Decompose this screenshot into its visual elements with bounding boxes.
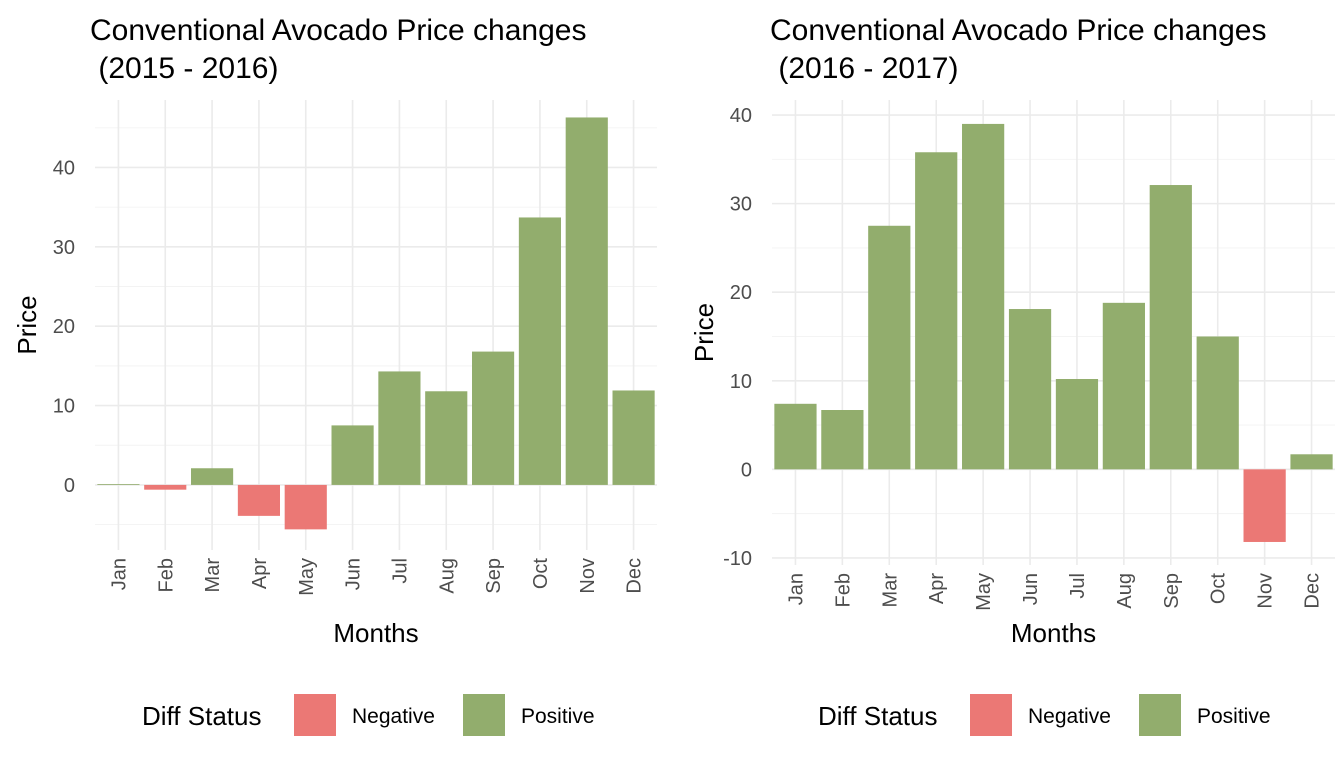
bar-jun: [1008, 309, 1052, 470]
legend-key-positive: [1139, 694, 1181, 736]
legend: Diff Status Negative Positive: [818, 694, 1271, 736]
y-tick-label: 40: [730, 105, 752, 127]
bar-jul: [378, 371, 421, 485]
bar-may: [962, 123, 1005, 470]
legend-label-negative: Negative: [352, 705, 435, 728]
legend-key-negative: [970, 694, 1012, 736]
bar-aug: [1102, 302, 1145, 470]
chart-title: Conventional Avocado Price changes (2016…: [770, 14, 1266, 85]
x-tick-label: Jun: [1020, 573, 1042, 605]
legend-title: Diff Status: [142, 701, 261, 731]
x-tick-label: Nov: [577, 558, 599, 594]
legend-key-positive: [463, 694, 505, 736]
y-tick-label: 10: [730, 371, 752, 393]
x-tick-label: Apr: [249, 558, 271, 589]
x-tick-label: Feb: [832, 573, 854, 607]
bar-jun: [331, 425, 374, 485]
bar-sep: [1149, 185, 1192, 470]
legend-label-positive: Positive: [1197, 705, 1271, 728]
chart-panel-1: 0 10 20 30 40 Jan Feb Mar Apr May Jun Jul Aug Sep Oct N…: [12, 14, 657, 736]
legend-title: Diff Status: [818, 701, 937, 731]
chart-title: Conventional Avocado Price changes (2015…: [90, 14, 586, 85]
y-tick-label: 0: [741, 459, 752, 481]
x-tick-label: Aug: [1114, 573, 1136, 609]
bar-feb: [821, 410, 864, 470]
x-tick-label: Mar: [202, 558, 224, 593]
bar-dec: [612, 390, 655, 485]
bar-dec: [1290, 454, 1333, 470]
bar-jan: [774, 403, 817, 470]
x-tick-label: Oct: [1208, 573, 1230, 605]
legend: Diff Status Negative Positive: [142, 694, 595, 736]
x-axis-title: Months: [1011, 618, 1096, 648]
y-tick-label: 30: [730, 194, 752, 216]
x-tick-label: Apr: [926, 573, 948, 604]
x-tick-label: May: [973, 573, 995, 611]
x-tick-label: Jan: [108, 558, 130, 590]
x-tick-label: Aug: [436, 558, 458, 594]
x-tick-label: Mar: [879, 573, 901, 608]
bar-oct: [1196, 336, 1239, 470]
y-tick-label: -10: [723, 548, 752, 570]
x-tick-label: Jul: [389, 558, 411, 584]
y-tick-label: 20: [53, 316, 75, 338]
bar-mar: [868, 225, 911, 470]
x-axis-title: Months: [333, 618, 418, 648]
bar-feb: [144, 484, 187, 490]
bar-sep: [472, 351, 515, 485]
x-tick-label: Feb: [155, 558, 177, 592]
x-tick-label: Jun: [343, 558, 365, 590]
bar-apr: [237, 484, 280, 516]
bar-mar: [191, 468, 234, 485]
bar-jul: [1055, 379, 1099, 470]
y-tick-label: 0: [64, 475, 75, 497]
y-tick-label: 30: [53, 237, 75, 259]
legend-label-positive: Positive: [521, 705, 595, 728]
x-tick-label: Oct: [530, 558, 552, 590]
y-axis-title: Price: [689, 303, 719, 362]
legend-key-negative: [294, 694, 336, 736]
bar-oct: [518, 217, 561, 485]
bar-nov: [565, 117, 608, 485]
y-tick-label: 40: [53, 157, 75, 179]
bar-jan: [97, 484, 140, 485]
x-tick-label: May: [296, 558, 318, 596]
y-axis-title: Price: [12, 295, 42, 354]
legend-label-negative: Negative: [1028, 705, 1111, 728]
chart-panel-2: -10 0 10 20 30 40 Jan Feb Mar Apr May Jun Jul Aug Sep O…: [689, 14, 1335, 736]
x-tick-label: Jan: [785, 573, 807, 605]
x-tick-label: Sep: [1161, 573, 1183, 609]
x-tick-label: Dec: [624, 558, 646, 594]
bar-apr: [915, 152, 958, 470]
bar-aug: [425, 391, 468, 485]
bar-may: [284, 484, 327, 530]
y-tick-label: 20: [730, 282, 752, 304]
x-tick-label: Sep: [483, 558, 505, 594]
y-tick-label: 10: [53, 396, 75, 418]
x-tick-label: Nov: [1255, 573, 1277, 609]
x-tick-label: Dec: [1302, 573, 1324, 609]
x-tick-label: Jul: [1067, 573, 1089, 599]
bar-nov: [1243, 469, 1286, 542]
